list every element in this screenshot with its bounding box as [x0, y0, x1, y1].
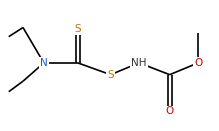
Text: S: S: [107, 70, 114, 80]
Text: O: O: [166, 106, 174, 116]
Text: S: S: [74, 24, 81, 34]
Text: O: O: [194, 58, 202, 68]
Text: N: N: [40, 58, 48, 68]
Text: NH: NH: [131, 58, 147, 68]
